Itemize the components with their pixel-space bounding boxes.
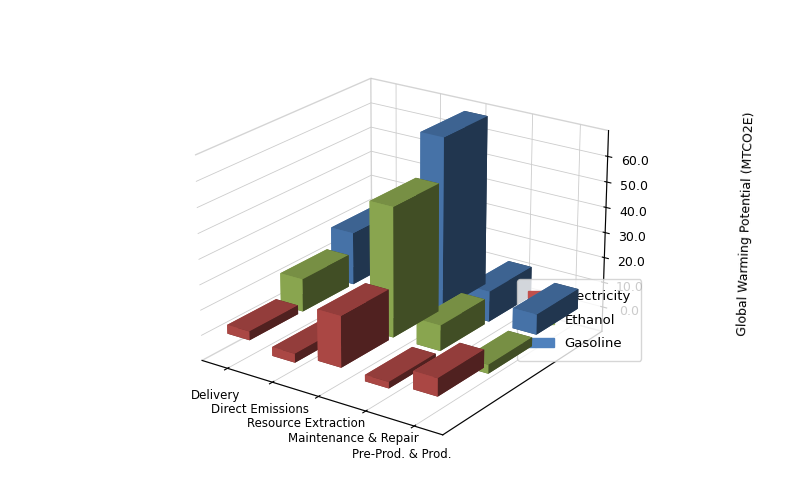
Legend: Electricity, Ethanol, Gasoline: Electricity, Ethanol, Gasoline	[517, 279, 642, 361]
